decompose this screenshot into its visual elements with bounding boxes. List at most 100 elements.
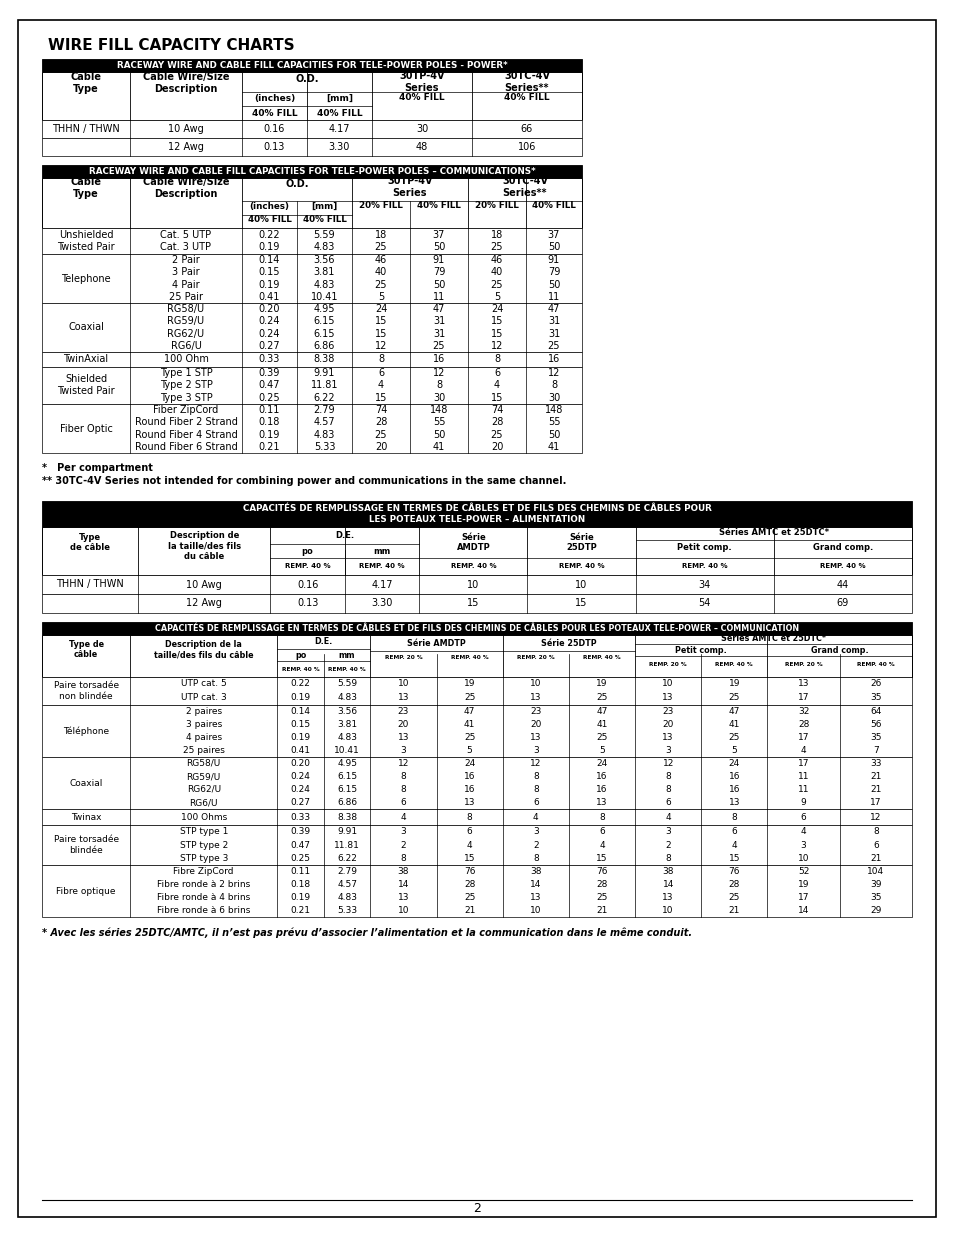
- Text: 79: 79: [547, 267, 559, 278]
- Text: 0.11: 0.11: [290, 867, 311, 876]
- Text: 4: 4: [377, 380, 384, 390]
- Text: 10 Awg: 10 Awg: [168, 124, 204, 135]
- Text: 12 Awg: 12 Awg: [168, 142, 204, 152]
- Text: 14: 14: [397, 881, 409, 889]
- Bar: [42, 59, 581, 72]
- Text: 6.15: 6.15: [314, 329, 335, 338]
- Bar: [42, 178, 581, 228]
- Text: 12: 12: [547, 368, 559, 378]
- Text: 5.33: 5.33: [336, 906, 356, 915]
- Text: Type 3 STP: Type 3 STP: [159, 393, 213, 403]
- Text: 20% FILL: 20% FILL: [358, 201, 402, 210]
- Text: 20: 20: [490, 442, 502, 452]
- Text: 14: 14: [661, 881, 673, 889]
- Text: 3.56: 3.56: [336, 706, 356, 716]
- Text: CAPACITÉS DE REMPLISSAGE EN TERMES DE CÂBLES ET DE FILS DES CHEMINS DE CÂBLES PO: CAPACITÉS DE REMPLISSAGE EN TERMES DE CÂ…: [242, 504, 711, 513]
- Text: Paire torsadée
blindée: Paire torsadée blindée: [53, 835, 118, 855]
- Text: 4: 4: [598, 841, 604, 850]
- Text: 13: 13: [463, 798, 475, 806]
- Text: 8: 8: [400, 772, 406, 781]
- Text: 148: 148: [544, 405, 562, 415]
- Text: 5.33: 5.33: [314, 442, 335, 452]
- Text: 3: 3: [400, 827, 406, 836]
- Text: 6: 6: [598, 827, 604, 836]
- Text: 20: 20: [375, 442, 387, 452]
- Text: 19: 19: [728, 679, 740, 688]
- Text: 12: 12: [661, 760, 673, 768]
- Text: Type 2 STP: Type 2 STP: [159, 380, 213, 390]
- Text: 11: 11: [547, 291, 559, 301]
- Text: REMP. 40 %: REMP. 40 %: [681, 563, 727, 569]
- Text: 37: 37: [433, 230, 445, 240]
- Bar: [42, 138, 581, 156]
- Text: 4 paires: 4 paires: [186, 734, 222, 742]
- Text: 4: 4: [494, 380, 499, 390]
- Bar: [42, 352, 581, 367]
- Text: 25: 25: [463, 734, 475, 742]
- Text: 4.95: 4.95: [336, 760, 356, 768]
- Text: RG6/U: RG6/U: [171, 341, 201, 351]
- Text: 10: 10: [661, 906, 673, 915]
- Text: 6: 6: [872, 841, 878, 850]
- Text: 12: 12: [397, 760, 409, 768]
- Text: 15: 15: [467, 599, 479, 609]
- Text: 40% FILL: 40% FILL: [316, 109, 362, 117]
- Text: Shielded
Twisted Pair: Shielded Twisted Pair: [57, 374, 114, 396]
- Text: Coaxial: Coaxial: [68, 322, 104, 332]
- Text: Série
25DTP: Série 25DTP: [565, 532, 597, 552]
- Text: Type de
câble: Type de câble: [69, 640, 104, 659]
- Text: 25: 25: [463, 893, 475, 902]
- Text: 6: 6: [664, 798, 670, 806]
- Text: 10: 10: [661, 679, 673, 688]
- Text: 12: 12: [433, 368, 445, 378]
- Text: 3 Pair: 3 Pair: [172, 267, 199, 278]
- Text: 15: 15: [375, 393, 387, 403]
- Text: 6.15: 6.15: [336, 785, 356, 794]
- Text: 18: 18: [375, 230, 387, 240]
- Text: 6.15: 6.15: [336, 772, 356, 781]
- Text: 16: 16: [728, 785, 740, 794]
- Text: (inches): (inches): [250, 201, 289, 210]
- Text: 8: 8: [664, 772, 670, 781]
- Text: 2: 2: [664, 841, 670, 850]
- Text: Cable
Type: Cable Type: [71, 177, 101, 199]
- Text: 19: 19: [463, 679, 475, 688]
- Text: RG58/U: RG58/U: [187, 760, 221, 768]
- Text: REMP. 40 %: REMP. 40 %: [450, 563, 496, 569]
- Text: 8: 8: [377, 354, 384, 364]
- Text: 16: 16: [433, 354, 445, 364]
- Text: 47: 47: [547, 304, 559, 314]
- Text: 17: 17: [797, 893, 808, 902]
- Text: 13: 13: [397, 734, 409, 742]
- Text: 20: 20: [397, 720, 409, 729]
- Text: UTP cat. 3: UTP cat. 3: [181, 694, 227, 703]
- Text: 8: 8: [664, 785, 670, 794]
- Text: 25 paires: 25 paires: [183, 746, 225, 755]
- Text: mm: mm: [373, 547, 391, 556]
- Text: 66: 66: [520, 124, 533, 135]
- Text: Cable
Type: Cable Type: [71, 72, 101, 94]
- Bar: [42, 404, 581, 453]
- Text: 0.33: 0.33: [290, 813, 311, 821]
- Text: 40% FILL: 40% FILL: [416, 201, 460, 210]
- Text: 6.86: 6.86: [314, 341, 335, 351]
- Text: [mm]: [mm]: [311, 201, 337, 210]
- Text: 46: 46: [375, 256, 387, 266]
- Text: 35: 35: [869, 694, 881, 703]
- Text: 50: 50: [433, 279, 445, 290]
- Text: 4.95: 4.95: [314, 304, 335, 314]
- Text: Grand comp.: Grand comp.: [810, 646, 867, 655]
- Text: 26: 26: [869, 679, 881, 688]
- Text: 0.14: 0.14: [291, 706, 311, 716]
- Text: Fiber Optic: Fiber Optic: [59, 424, 112, 433]
- Text: 4.17: 4.17: [371, 579, 393, 589]
- Text: Cat. 3 UTP: Cat. 3 UTP: [160, 242, 212, 252]
- Text: Série AMDTP: Série AMDTP: [407, 638, 465, 648]
- Text: 20% FILL: 20% FILL: [475, 201, 518, 210]
- Text: 25: 25: [375, 242, 387, 252]
- Text: 0.27: 0.27: [291, 798, 311, 806]
- Text: Cable Wire/Size
Description: Cable Wire/Size Description: [143, 177, 229, 199]
- Text: O.D.: O.D.: [294, 74, 318, 84]
- Text: 6: 6: [400, 798, 406, 806]
- Bar: [42, 757, 911, 809]
